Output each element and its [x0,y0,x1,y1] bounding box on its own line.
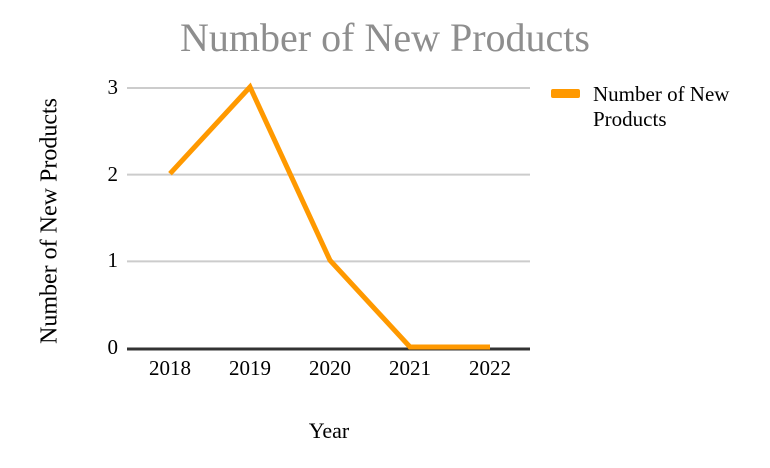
legend-swatch-icon [551,89,580,98]
x-axis-title: Year [308,418,350,443]
y-tick-label: 0 [107,335,119,359]
x-tick-label: 2022 [469,356,511,380]
x-tick-label: 2018 [149,356,191,380]
legend-label: Number of New Products [593,82,730,131]
legend: Number of New Products [551,82,733,132]
y-tick-label: 3 [107,75,119,99]
x-tick-label: 2020 [309,356,351,380]
series-line [168,82,490,350]
chart-title: Number of New Products [180,15,590,60]
x-tick-label: 2021 [389,356,431,380]
x-tick-label: 2019 [229,356,271,380]
y-tick-label: 2 [107,161,119,186]
y-tick-label: 1 [107,248,119,273]
